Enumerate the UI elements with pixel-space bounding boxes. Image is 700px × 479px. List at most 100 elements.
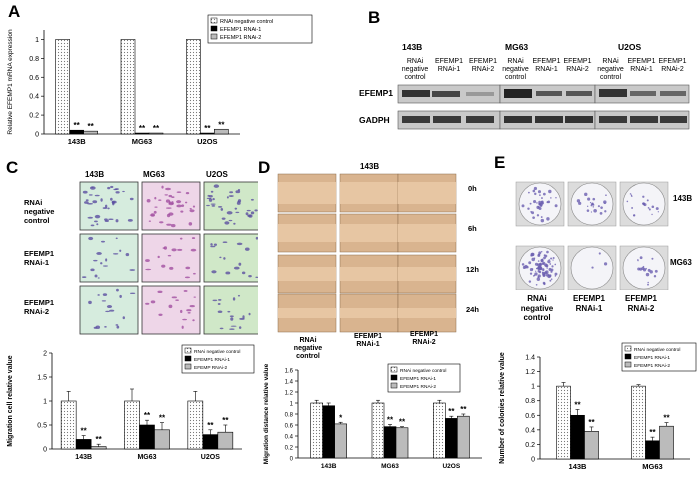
wound-gap <box>278 308 336 318</box>
colony <box>524 264 528 269</box>
legend-label: EFEMP RNAi-2 <box>194 365 228 371</box>
significance-mark: ** <box>574 400 581 409</box>
colony <box>521 263 525 266</box>
cell-blob <box>127 219 133 222</box>
cell-blob <box>208 198 213 202</box>
panel-label-c: C <box>6 158 19 177</box>
cell-blob <box>238 326 242 329</box>
cell-blob <box>153 210 157 214</box>
bar <box>310 402 323 459</box>
cell-blob <box>242 315 245 319</box>
colony <box>549 279 552 282</box>
bar <box>584 431 599 460</box>
cell-blob <box>154 206 158 208</box>
legend-label: EFEMP1 RNAi-1 <box>194 357 230 363</box>
bar <box>659 425 674 460</box>
wb-gadph-blots <box>397 110 690 130</box>
cell-blob <box>159 221 164 224</box>
wound-gap <box>340 308 398 318</box>
colony <box>591 266 594 269</box>
cell-blob <box>192 319 195 322</box>
wb-cellline-mg63: MG63 <box>505 42 529 52</box>
cell-blob <box>165 187 171 191</box>
cell-blob <box>85 199 89 202</box>
cell-blob <box>96 223 99 226</box>
cell-blob <box>248 214 253 218</box>
significance-mark: ** <box>204 124 211 133</box>
cell-blob <box>129 197 134 201</box>
wb-band <box>660 116 687 123</box>
micrograph-tile <box>203 285 258 335</box>
colony <box>547 200 551 204</box>
cell-blob <box>181 325 184 329</box>
colony <box>535 270 537 272</box>
colony <box>643 268 645 270</box>
colony <box>549 263 552 265</box>
panel-c-micrographs: 143B MG63 U2OS RNAi negative control EFEMP… <box>0 160 258 335</box>
bar <box>75 439 92 450</box>
cell-blob <box>116 288 119 292</box>
d-title: 143B <box>360 162 380 171</box>
wb-efemp1-blots <box>397 84 690 104</box>
wb-band <box>660 91 686 96</box>
colony <box>531 211 535 215</box>
bar <box>383 426 397 459</box>
significance-mark: ** <box>81 427 88 436</box>
cell-blob <box>88 236 94 241</box>
cell-blob <box>248 312 251 316</box>
cell-blob <box>180 210 184 213</box>
colony <box>590 211 593 213</box>
legend-swatch <box>210 25 218 32</box>
cell-blob <box>161 185 164 189</box>
cell-blob <box>168 304 173 309</box>
colony <box>645 267 647 270</box>
cell-blob <box>116 325 120 329</box>
panel-label-e: E <box>494 153 506 172</box>
bar <box>186 39 201 135</box>
wound-gap <box>398 224 456 242</box>
legend-label: RNAi negative control <box>400 368 446 374</box>
cell-blob <box>115 324 119 326</box>
cell-blob <box>87 202 93 205</box>
bar <box>154 429 170 450</box>
wb-band <box>466 92 494 96</box>
colony <box>537 269 541 273</box>
bar <box>55 39 70 135</box>
cell-blob <box>220 207 224 211</box>
colony <box>555 197 557 199</box>
bar <box>187 400 204 450</box>
cell-blob <box>109 309 115 312</box>
cell-blob <box>164 194 169 196</box>
cell-blob <box>230 325 237 327</box>
wb-band <box>566 91 592 96</box>
cell-blob <box>170 224 176 228</box>
cell-blob <box>94 274 98 278</box>
colony <box>547 259 551 264</box>
y-tick-label: 1.4 <box>525 355 535 362</box>
cell-blob <box>185 192 190 195</box>
panel-label-a: A <box>8 2 21 21</box>
colony <box>550 257 553 260</box>
wb-band <box>536 91 562 96</box>
category-label: MG63 <box>137 454 156 461</box>
bar <box>120 39 136 135</box>
bar <box>139 424 155 450</box>
bar <box>556 385 571 460</box>
colony <box>647 207 650 209</box>
y-axis-label: Migration cell relative value <box>7 355 14 447</box>
y-tick-label: 0.8 <box>29 56 39 63</box>
cell-blob <box>180 309 183 313</box>
significance-mark: ** <box>74 121 81 130</box>
category-label: U2OS <box>201 454 220 461</box>
bar <box>69 129 84 135</box>
bar <box>124 400 140 450</box>
wound-gap <box>278 224 336 242</box>
cell-blob <box>93 220 98 223</box>
colony <box>592 197 596 201</box>
cell-blob <box>239 317 245 320</box>
wb-band <box>402 90 430 97</box>
cell-blob <box>106 305 113 309</box>
cell-blob <box>210 245 216 248</box>
category-label: U2OS <box>197 137 217 146</box>
y-tick-label: 1.5 <box>37 375 47 382</box>
